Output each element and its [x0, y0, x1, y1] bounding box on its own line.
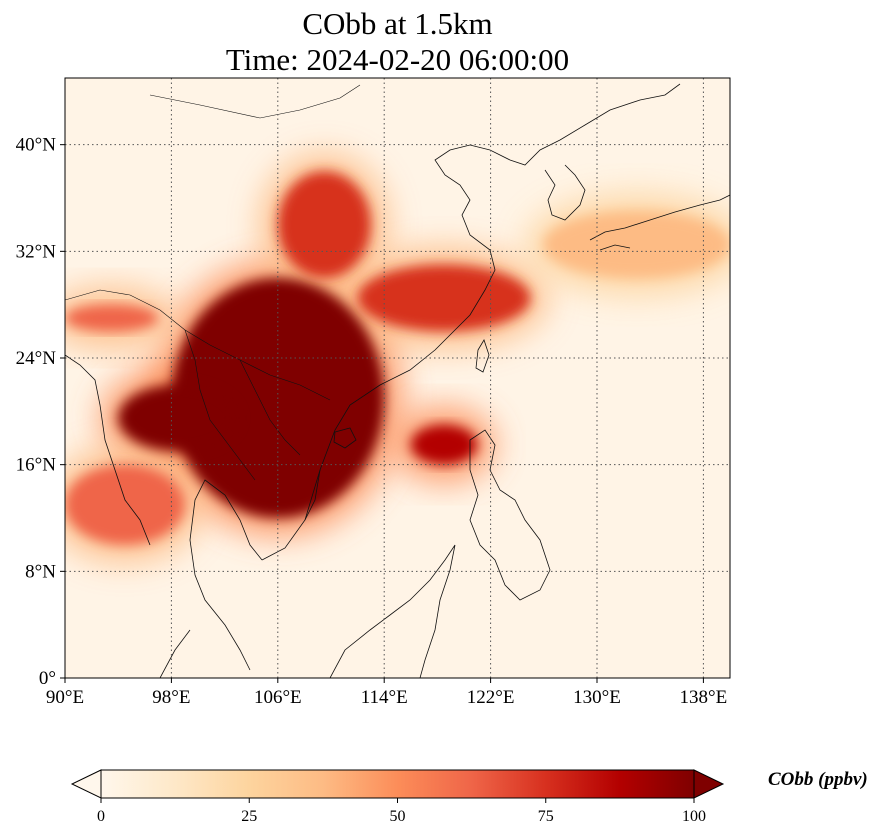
coastline-bangladesh: [65, 354, 151, 546]
colorbar-tick-label: 25: [241, 808, 257, 825]
lon-tick-label: 114°E: [361, 687, 408, 708]
colorbar: 0 25 50 75 100: [70, 769, 725, 825]
lon-tick-label: 138°E: [680, 687, 728, 708]
coastline-china: [261, 83, 681, 561]
lat-tick-label: 24°N: [16, 348, 57, 369]
plume-core-5: [65, 464, 185, 545]
coastline-japan: [589, 194, 730, 241]
lat-tick-label: 40°N: [16, 135, 57, 156]
colorbar-tick-label: 75: [538, 808, 554, 825]
lon-tick-label: 98°E: [152, 687, 190, 708]
map-title-line-1: CObb at 1.5km: [302, 6, 493, 41]
plume-core-6: [65, 304, 159, 332]
colorbar-tick-label: 0: [97, 808, 105, 825]
map-title-line-2: Time: 2024-02-20 06:00:00: [225, 42, 570, 77]
lon-tick-label: 90°E: [46, 687, 84, 708]
plume-core-1: [277, 171, 371, 278]
plume-layer: [65, 153, 730, 563]
colorbar-tick-label: 50: [390, 808, 406, 825]
plume-core-3: [118, 384, 238, 452]
coastline-indochina: [189, 479, 263, 671]
coastline-hainan: [333, 427, 357, 449]
plume-core-7: [543, 211, 730, 278]
coastline-korea: [544, 164, 586, 221]
coastline-taiwan: [475, 339, 490, 373]
map-frame: [64, 77, 731, 679]
lon-tick-label: 106°E: [254, 687, 302, 708]
coastline-borneo: [329, 544, 456, 678]
plume-core-2: [357, 264, 531, 332]
colorbar-extend-min: [70, 769, 102, 799]
lat-tick-label: 0°: [39, 668, 56, 689]
lon-tick-label: 130°E: [573, 687, 621, 708]
lat-tick-label: 8°N: [25, 561, 56, 582]
lat-tick-label: 32°N: [16, 241, 57, 262]
colorbar-extend-max: [693, 769, 725, 799]
lon-tick-label: 122°E: [467, 687, 515, 708]
lat-tick-label: 16°N: [16, 455, 57, 476]
coastlines: [65, 83, 730, 678]
colorbar-title: CObb (ppbv): [768, 769, 868, 790]
axis-ticks: 90°E 98°E 106°E 114°E 122°E 130°E 138°E 0° 8°N 16…: [16, 135, 728, 708]
colorbar-gradient: [101, 770, 694, 798]
plume-core-4: [410, 424, 478, 465]
gridlines: [65, 78, 730, 678]
colorbar-tick-label: 100: [682, 808, 706, 825]
